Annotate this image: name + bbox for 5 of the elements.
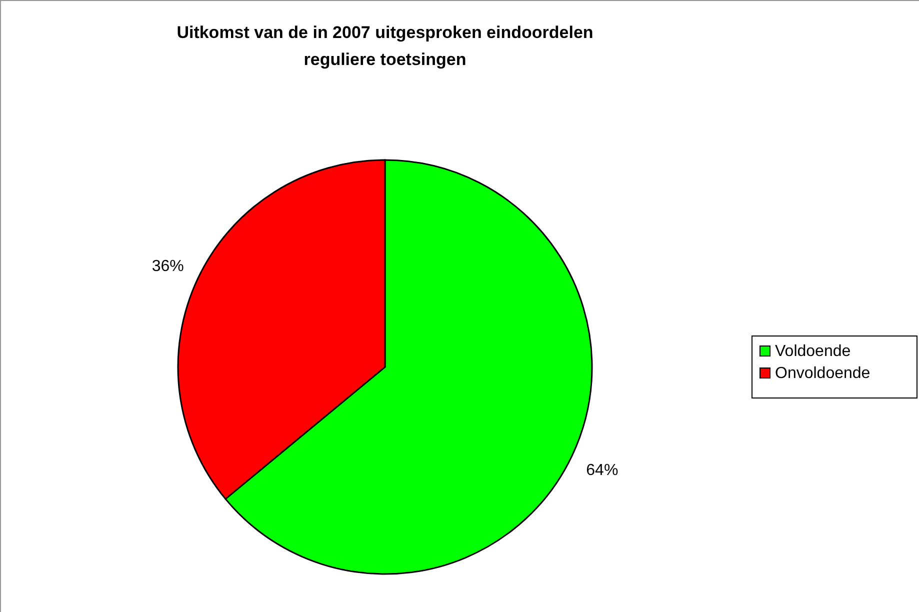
- data-label: 64%: [586, 462, 618, 480]
- data-label: 36%: [152, 258, 184, 275]
- chart-title: Uitkomst van de in 2007 uitgesproken eindoordelen reguliere toetsingen: [176, 23, 594, 69]
- legend-label: Onvoldoende: [775, 365, 870, 382]
- legend-label: Voldoende: [775, 343, 851, 360]
